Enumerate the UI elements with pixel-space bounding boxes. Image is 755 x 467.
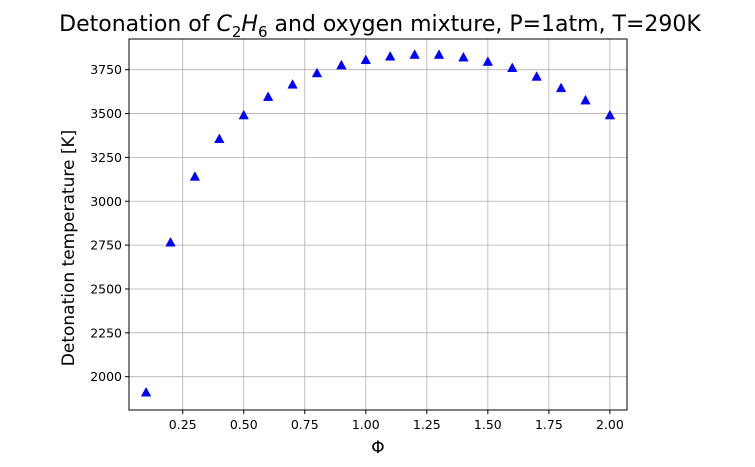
data-point — [360, 54, 371, 65]
y-axis-label: Detonation temperature [K] — [59, 130, 79, 366]
data-point — [385, 51, 396, 61]
data-point — [555, 82, 567, 93]
data-point — [507, 62, 518, 72]
data-point — [433, 49, 445, 59]
x-axis-label: Φ — [371, 438, 384, 458]
data-point — [604, 109, 616, 120]
data-point — [458, 51, 469, 62]
data-point — [189, 171, 201, 181]
data-points — [140, 49, 616, 397]
chart-title: Detonation of C2H6 and oxygen mixture, P… — [59, 12, 701, 41]
x-tick-label: 0.75 — [291, 417, 319, 432]
x-tick-label: 1.25 — [413, 417, 441, 432]
data-point — [262, 91, 274, 101]
x-tick-label: 0.25 — [169, 417, 197, 432]
y-tick-label: 2500 — [90, 281, 122, 296]
y-tick-label: 2000 — [90, 369, 122, 384]
data-point — [531, 71, 542, 81]
data-point — [311, 67, 323, 78]
data-point — [238, 109, 249, 120]
axis-ticks: 0.25 0.50 0.75 1.00 1.25 1.50 1.75 2.00 2000 2250… — [90, 62, 624, 432]
y-tick-label: 3750 — [90, 62, 122, 77]
y-tick-label: 3000 — [90, 194, 122, 209]
data-point — [580, 94, 591, 105]
data-point — [482, 56, 494, 66]
x-tick-label: 0.50 — [230, 417, 258, 432]
data-point — [336, 59, 347, 70]
x-tick-label: 1.50 — [474, 417, 502, 432]
data-point — [214, 133, 225, 143]
data-point — [165, 236, 176, 247]
x-tick-label: 1.00 — [352, 417, 380, 432]
y-tick-label: 3500 — [90, 106, 122, 121]
data-point — [287, 79, 298, 89]
y-tick-label: 2250 — [90, 325, 122, 340]
x-tick-label: 2.00 — [596, 417, 624, 432]
y-tick-label: 3250 — [90, 150, 122, 165]
plot-area-frame — [128, 38, 628, 411]
y-tick-label: 2750 — [90, 238, 122, 253]
data-point — [409, 49, 420, 59]
data-point — [140, 386, 152, 397]
x-tick-label: 1.75 — [535, 417, 563, 432]
grid — [129, 39, 627, 410]
